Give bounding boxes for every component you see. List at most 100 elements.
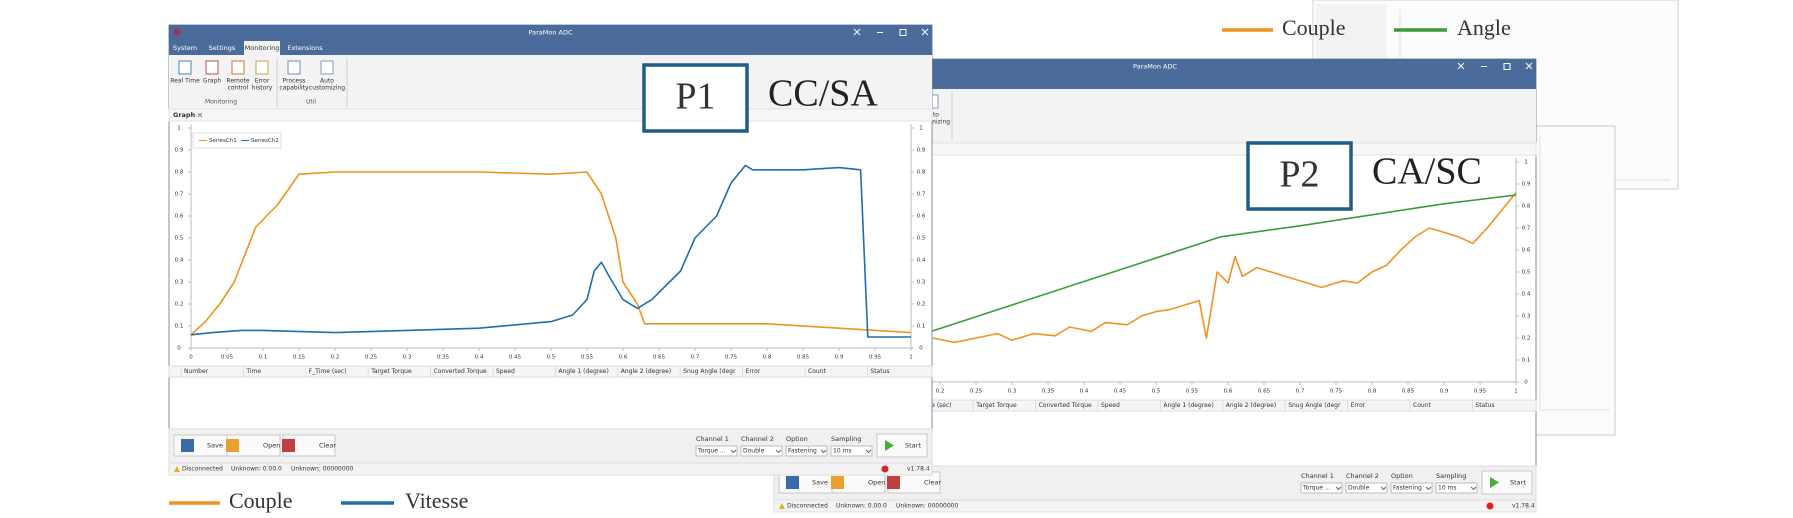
x-tick-label: 0.4 (475, 355, 484, 361)
button-label[interactable]: Save (207, 442, 223, 450)
ribbon-icon[interactable] (320, 60, 334, 75)
ribbon-button-label[interactable]: history (252, 85, 273, 92)
y-tick-label: 0.4 (917, 258, 926, 264)
warning-icon (779, 503, 785, 509)
ribbon-button-label[interactable]: control (228, 85, 249, 92)
column-header: Converted Torque (434, 368, 487, 375)
restore-icon[interactable] (1457, 62, 1465, 70)
button-label[interactable]: Clear (319, 442, 336, 450)
tab-label[interactable]: Graph (173, 111, 196, 119)
status-text: Disconnected (787, 503, 828, 510)
dropdown[interactable] (695, 445, 738, 457)
dropdown[interactable] (1435, 482, 1478, 494)
y-tick-label: 0.4 (175, 258, 184, 264)
ribbon-icon[interactable] (231, 60, 245, 75)
dropdown-value[interactable]: 10 ms (1438, 485, 1457, 492)
inner-legend-label: SeriesCh2 (251, 138, 279, 144)
marker-caption: CC/SA (768, 73, 878, 115)
menu-item[interactable]: Settings (209, 44, 236, 52)
y-tick-label: 0.6 (175, 214, 184, 220)
dropdown-value[interactable]: Double (1348, 485, 1370, 492)
y-tick-label: 0.8 (175, 170, 184, 176)
x-tick-label: 0.7 (1296, 389, 1305, 395)
x-tick-label: 0.3 (403, 355, 412, 361)
x-tick-label: 0.6 (1224, 389, 1233, 395)
y-tick-label: 0.8 (917, 170, 926, 176)
thumbnail-panel (1316, 4, 1386, 64)
dropdown[interactable] (1345, 482, 1388, 494)
x-tick-label: 1 (1514, 389, 1518, 395)
button-icon[interactable] (226, 439, 239, 452)
x-tick-label: 0.25 (970, 389, 983, 395)
start-button[interactable] (1481, 470, 1533, 495)
menu-item[interactable]: Extensions (287, 44, 323, 52)
button-label[interactable]: Save (812, 479, 828, 487)
button-icon[interactable] (181, 439, 194, 452)
dropdown-arrow (1425, 486, 1432, 491)
dropdown[interactable] (1390, 482, 1433, 494)
x-tick-label: 0.85 (1402, 389, 1415, 395)
marker-label: P2 (1279, 154, 1319, 196)
dropdown-value[interactable]: 10 ms (833, 448, 852, 455)
start-icon[interactable] (885, 440, 894, 451)
ribbon-icon[interactable] (205, 60, 219, 75)
maximize-icon[interactable] (899, 29, 907, 36)
dropdown-value[interactable]: Torque ... (1302, 485, 1331, 492)
y-tick-label: 0 (1524, 380, 1528, 386)
button-label[interactable]: Clear (924, 479, 941, 487)
dropdown[interactable] (1300, 482, 1343, 494)
y-tick-label: 0.5 (175, 236, 184, 242)
ribbon-button-label[interactable]: Auto (320, 78, 334, 85)
x-tick-label: 0.25 (365, 355, 378, 361)
start-label[interactable]: Start (1510, 479, 1526, 487)
restore-icon[interactable] (853, 28, 861, 36)
tab-close-icon[interactable] (197, 112, 203, 118)
ribbon-icon[interactable] (178, 60, 192, 75)
close-icon[interactable] (921, 28, 929, 36)
ribbon-button-label[interactable]: Remote (226, 78, 249, 85)
ribbon-button-label[interactable]: Real Time (170, 78, 200, 85)
column-header: Error (746, 368, 761, 375)
close-icon[interactable] (1525, 62, 1533, 70)
y-tick-label: 0.2 (1522, 336, 1531, 342)
dropdown-value[interactable]: Torque ... (697, 448, 726, 455)
y-tick-label: 0.2 (175, 302, 184, 308)
button-icon[interactable] (786, 476, 799, 489)
y-tick-label: 0.1 (1522, 358, 1531, 364)
button-icon[interactable] (887, 476, 900, 489)
button-label[interactable]: Open (263, 442, 280, 450)
ribbon-icon[interactable] (287, 60, 301, 75)
menu-item[interactable]: Monitoring (245, 44, 280, 52)
button-icon[interactable] (831, 476, 844, 489)
button-icon[interactable] (282, 439, 295, 452)
dropdown-arrow (775, 449, 782, 454)
x-tick-label: 0.65 (653, 355, 666, 361)
ribbon-icon[interactable] (255, 60, 269, 75)
status-bar (168, 462, 933, 476)
dropdown-value[interactable]: Double (743, 448, 765, 455)
ribbon-button-label[interactable]: Error (255, 78, 270, 85)
y-tick-label: 0.1 (175, 324, 184, 330)
dropdown-value[interactable]: Fastening (1393, 485, 1422, 492)
x-tick-label: 0.5 (547, 355, 556, 361)
x-tick-label: 0.7 (691, 355, 700, 361)
dropdown[interactable] (830, 445, 873, 457)
ribbon-button-label[interactable]: customizing (309, 85, 345, 92)
start-button[interactable] (876, 433, 928, 458)
ribbon-button-label[interactable]: Process (283, 78, 306, 85)
x-tick-label: 0.35 (437, 355, 450, 361)
dropdown[interactable] (785, 445, 828, 457)
start-icon[interactable] (1490, 477, 1499, 488)
maximize-icon[interactable] (1503, 63, 1511, 70)
series-line (190, 164, 911, 338)
start-label[interactable]: Start (905, 442, 921, 450)
dropdown-value[interactable]: Fastening (788, 448, 817, 455)
menu-item[interactable]: System (173, 44, 197, 52)
dropdown[interactable] (740, 445, 783, 457)
ribbon-button-label[interactable]: Graph (203, 78, 222, 85)
y-tick-label: 1 (919, 126, 923, 132)
control-label: Sampling (1436, 472, 1466, 480)
ribbon-button-label[interactable]: capability (279, 85, 309, 92)
x-tick-label: 1 (909, 355, 913, 361)
button-label[interactable]: Open (868, 479, 885, 487)
